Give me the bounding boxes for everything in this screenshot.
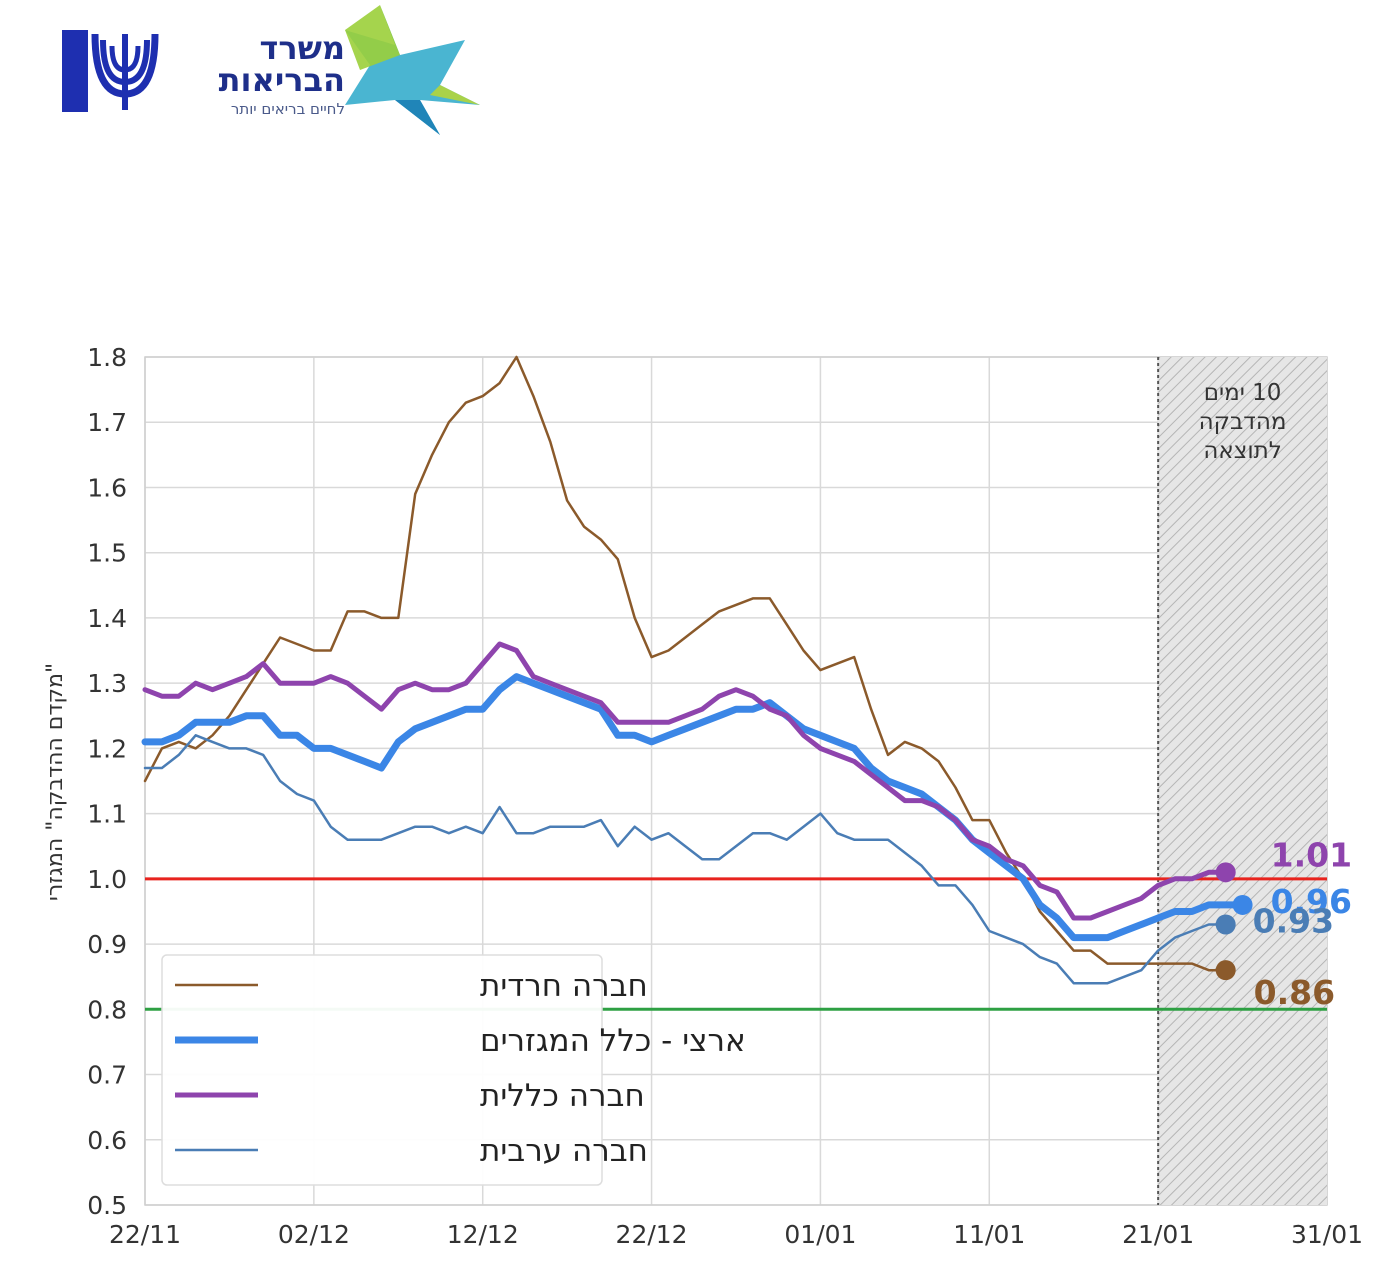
y-tick-label: 0.5 — [87, 1191, 127, 1220]
y-tick-label: 0.8 — [87, 995, 127, 1024]
shade-annotation: 10 ימים מהדבקה לתוצאה — [1199, 380, 1287, 464]
y-tick-labels: 0.5 0.6 0.7 0.8 0.9 1.0 1.1 1.2 1.3 1.4 1.5 1.6 1.7 1… — [87, 343, 127, 1220]
logo-graphics — [60, 5, 480, 135]
y-tick-label: 0.7 — [87, 1061, 127, 1090]
star-logo-icon — [345, 5, 480, 135]
menorah-emblem-icon — [60, 28, 159, 113]
x-tick-labels: 22/11 02/12 12/12 22/12 01/01 11/01 21/01 31/01 — [109, 1220, 1363, 1249]
shade-annotation-line: מהדבקה — [1199, 409, 1287, 435]
end-marker — [1215, 862, 1236, 883]
y-tick-label: 1.5 — [87, 539, 127, 568]
end-value-label: 0.93 — [1253, 902, 1334, 941]
legend-label: חברה חרדית — [480, 968, 648, 1004]
y-tick-label: 1.0 — [87, 865, 127, 894]
end-value-label: 0.96 — [1271, 882, 1352, 921]
end-value-label: 0.86 — [1254, 973, 1335, 1012]
end-value-label: 1.01 — [1271, 835, 1352, 874]
x-tick-label: 12/12 — [447, 1220, 519, 1249]
ministry-slogan: לחיים בריאים יותר — [230, 100, 345, 118]
series-line — [141, 673, 1247, 942]
series-line — [142, 641, 1229, 921]
y-tick-label: 1.2 — [87, 734, 127, 763]
x-tick-label: 02/12 — [278, 1220, 350, 1249]
series-line — [143, 734, 1227, 985]
y-tick-label: 0.6 — [87, 1126, 127, 1155]
ministry-of-health-logo: משרד הבריאות לחיים בריאים יותר — [0, 0, 520, 150]
shade-annotation-line: 10 ימים — [1204, 380, 1282, 406]
shaded-region — [1158, 357, 1327, 1205]
end-value-labels: 0.86 0.96 1.01 0.93 — [1253, 835, 1352, 1012]
legend: חברה חרדית ארצי - כלל המגזרים חברה כללית חב… — [161, 954, 746, 1186]
y-tick-label: 1.7 — [87, 408, 127, 437]
end-marker — [1215, 960, 1236, 981]
y-tick-label: 1.3 — [87, 669, 127, 698]
x-tick-label: 22/12 — [616, 1220, 688, 1249]
legend-label: חברה ערבית — [480, 1133, 648, 1169]
prediction-shaded-region — [1157, 357, 1327, 1205]
legend-label: חברה כללית — [480, 1078, 645, 1114]
x-tick-label: 01/01 — [784, 1220, 856, 1249]
y-tick-label: 1.6 — [87, 473, 127, 502]
y-tick-label: 0.9 — [87, 930, 127, 959]
y-tick-label: 1.1 — [87, 800, 127, 829]
shade-annotation-line: לתוצאה — [1203, 438, 1282, 464]
series-lines — [141, 355, 1247, 985]
end-marker — [1215, 914, 1236, 935]
y-tick-label: 1.8 — [87, 343, 127, 372]
x-tick-label: 31/01 — [1291, 1220, 1363, 1249]
legend-label: ארצי - כלל המגזרים — [480, 1023, 746, 1059]
x-tick-label: 11/01 — [953, 1220, 1025, 1249]
end-marker — [1232, 894, 1253, 915]
x-tick-label: 21/01 — [1122, 1220, 1194, 1249]
x-tick-label: 22/11 — [109, 1220, 181, 1249]
ministry-name: משרד הבריאות — [218, 29, 345, 99]
series-line — [143, 355, 1227, 972]
y-axis-label: "מקדם ההדבקה" המגזרי — [43, 663, 68, 901]
y-tick-label: 1.4 — [87, 604, 127, 633]
legend-box — [161, 954, 603, 1186]
end-markers — [1215, 862, 1253, 981]
